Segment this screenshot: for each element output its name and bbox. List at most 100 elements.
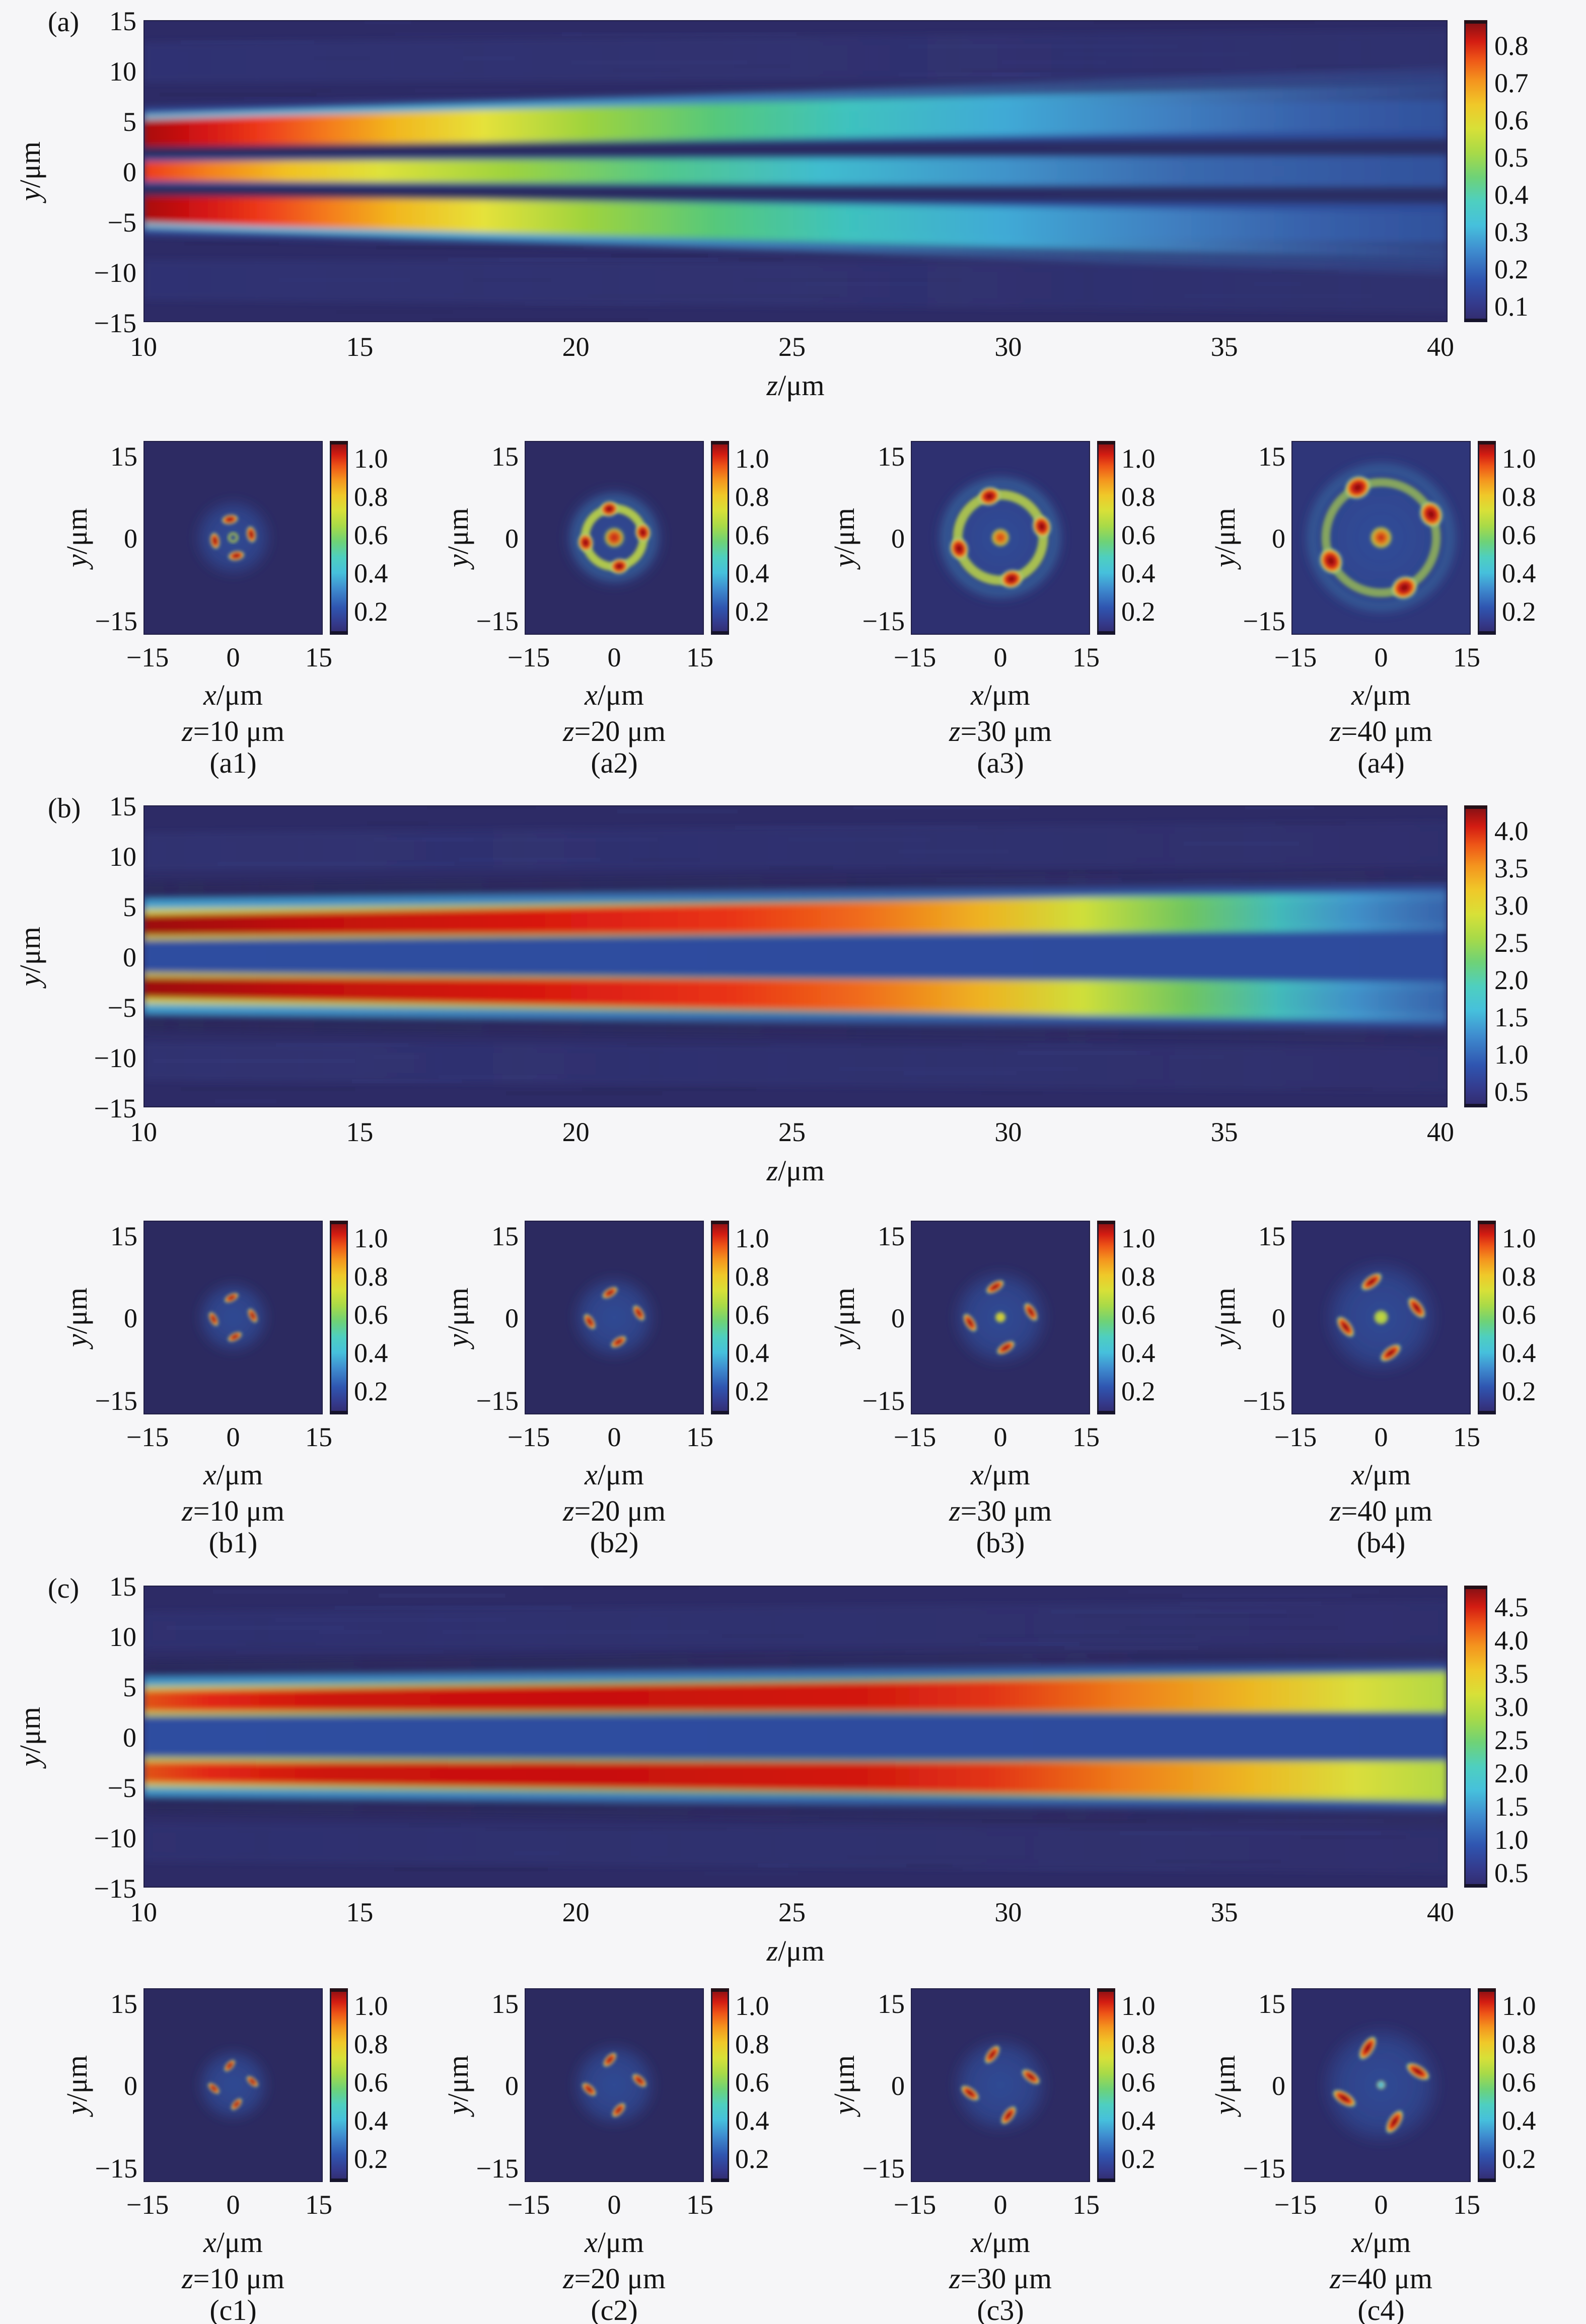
y-axis-label-var: y <box>442 2102 475 2115</box>
cross-section-heatmap-c4 <box>1291 1988 1471 2182</box>
heatmap-border <box>1291 1988 1471 2182</box>
colorbar-tick: 0.5 <box>1494 1858 1529 1888</box>
x-tick: 35 <box>1210 1117 1238 1147</box>
colorbar-tick: 0.6 <box>354 1300 388 1330</box>
x-axis-label-rest: /μm <box>216 2226 263 2259</box>
x-tick: 0 <box>1374 2190 1388 2220</box>
cross-section-heatmap-b1 <box>143 1221 323 1414</box>
cross-section-heatmap-b2 <box>525 1221 704 1414</box>
x-tick: 0 <box>607 2190 621 2220</box>
y-axis-label-rest: /μm <box>1208 2055 1242 2102</box>
subplot-caption-rest: =20 μm <box>574 715 666 747</box>
y-tick: 10 <box>109 1622 136 1652</box>
x-axis-label-rest: /μm <box>983 2226 1031 2259</box>
y-axis-label-rest: /μm <box>828 2055 861 2102</box>
colorbar-tick: 0.8 <box>1494 31 1529 61</box>
propagation-heatmap-b <box>143 805 1448 1107</box>
y-axis-label-var: y <box>14 973 47 987</box>
subplot-tag: (b1) <box>208 1526 258 1559</box>
y-axis-label-rest: /μm <box>442 507 475 555</box>
colorbar-tick: 0.2 <box>1121 1376 1156 1406</box>
x-tick: 15 <box>686 642 713 672</box>
x-tick: 0 <box>226 642 240 672</box>
x-axis-label-var: x <box>584 1458 598 1491</box>
y-tick: −15 <box>862 1386 905 1416</box>
center-dot <box>1376 2080 1386 2090</box>
colorbar-tick: 1.0 <box>354 443 388 474</box>
colorbar-tick: 0.4 <box>1494 180 1529 210</box>
y-axis-label: y/μm <box>59 1166 95 1468</box>
y-tick: 15 <box>1258 1221 1285 1251</box>
subplot-tag: (a4) <box>1357 746 1405 779</box>
subplot-caption: z =10 μm <box>82 715 384 747</box>
intensity-lobe <box>224 2059 236 2072</box>
colorbar-tick: 0.6 <box>1121 1300 1156 1330</box>
y-axis-label-var: y <box>14 1753 47 1767</box>
beam-lane <box>143 1675 1448 1711</box>
subplot-tag: (a3) <box>977 746 1024 779</box>
subplot-caption-var: z <box>1330 2262 1341 2295</box>
colorbar-cap-bottom <box>1097 631 1115 635</box>
x-tick: 25 <box>778 1897 806 1927</box>
colorbar-tick: 0.2 <box>735 596 769 627</box>
colorbar-tick: 0.6 <box>1502 1300 1536 1330</box>
colorbar-cap-bottom <box>1478 1411 1496 1414</box>
x-tick: 0 <box>226 2190 240 2220</box>
x-tick: 15 <box>305 1422 332 1452</box>
intensity-lobe <box>1344 475 1371 500</box>
intensity-lobe <box>231 2098 243 2111</box>
halo <box>571 1275 657 1360</box>
subplot-caption-rest: =10 μm <box>193 2262 284 2295</box>
intensity-lobe <box>1319 548 1343 574</box>
intensity-lobe <box>632 1305 645 1321</box>
x-axis-label-rest: /μm <box>983 679 1031 711</box>
x-axis-label: x/μm <box>900 2226 1101 2259</box>
intensity-lobe <box>1407 1297 1426 1319</box>
colorbar-cap-bottom <box>330 1411 348 1414</box>
colorbar-tick: 4.0 <box>1494 816 1529 846</box>
colorbar-tick: 0.4 <box>735 2106 769 2136</box>
subplot-caption: z =30 μm <box>849 1495 1151 1527</box>
y-tick: 5 <box>123 892 136 922</box>
subplot-tag: (c2) <box>591 2294 638 2324</box>
subplot-caption-var: z <box>949 2262 961 2295</box>
colorbar-tick: 0.4 <box>354 2106 388 2136</box>
x-tick: −15 <box>893 2190 936 2220</box>
cross-section-heatmap-c2 <box>525 1988 704 2182</box>
colorbar-tick: 0.5 <box>1494 142 1529 173</box>
x-axis-label-var: x <box>584 679 598 711</box>
cross-section-heatmap-b3 <box>911 1221 1090 1414</box>
colorbar-tick: 4.0 <box>1494 1625 1529 1656</box>
intensity-lobe <box>1360 1272 1383 1291</box>
intensity-lobe <box>1021 2069 1041 2085</box>
halo <box>196 2048 270 2122</box>
y-tick: −15 <box>476 606 519 636</box>
y-axis-label-rest: /μm <box>442 1287 475 1334</box>
panel-label-a: (a) <box>48 7 80 38</box>
colorbar-cap-bottom <box>330 631 348 635</box>
x-tick: −15 <box>893 1422 936 1452</box>
y-tick: −10 <box>94 1043 136 1073</box>
beam-lanes <box>143 1601 1448 1872</box>
heatmap-border <box>911 1221 1090 1414</box>
subplot-caption-var: z <box>182 1494 193 1527</box>
propagation-heatmap-c <box>143 1586 1448 1888</box>
colorbar-tick: 1.0 <box>1502 1223 1536 1253</box>
x-tick: −15 <box>1274 1422 1317 1452</box>
x-axis-label-var: x <box>970 679 984 711</box>
x-tick: −15 <box>507 2190 550 2220</box>
intensity-lobe <box>1000 2106 1017 2125</box>
x-tick: −15 <box>126 642 169 672</box>
heatmap-border <box>525 1221 704 1414</box>
heatmap-border <box>143 1221 323 1414</box>
y-tick: −15 <box>94 1873 136 1904</box>
intensity-lobe <box>960 2085 980 2101</box>
colorbar-tick: 1.0 <box>735 1223 769 1253</box>
y-axis-label-var: y <box>60 1334 94 1347</box>
x-tick: 35 <box>1210 1897 1238 1927</box>
y-axis-label-rest: /μm <box>828 1287 861 1334</box>
x-tick: 0 <box>993 642 1007 672</box>
colorbar-gradient <box>1464 805 1487 1107</box>
subplot-caption: z =20 μm <box>463 2263 765 2295</box>
x-axis-label-var: x <box>203 679 217 711</box>
